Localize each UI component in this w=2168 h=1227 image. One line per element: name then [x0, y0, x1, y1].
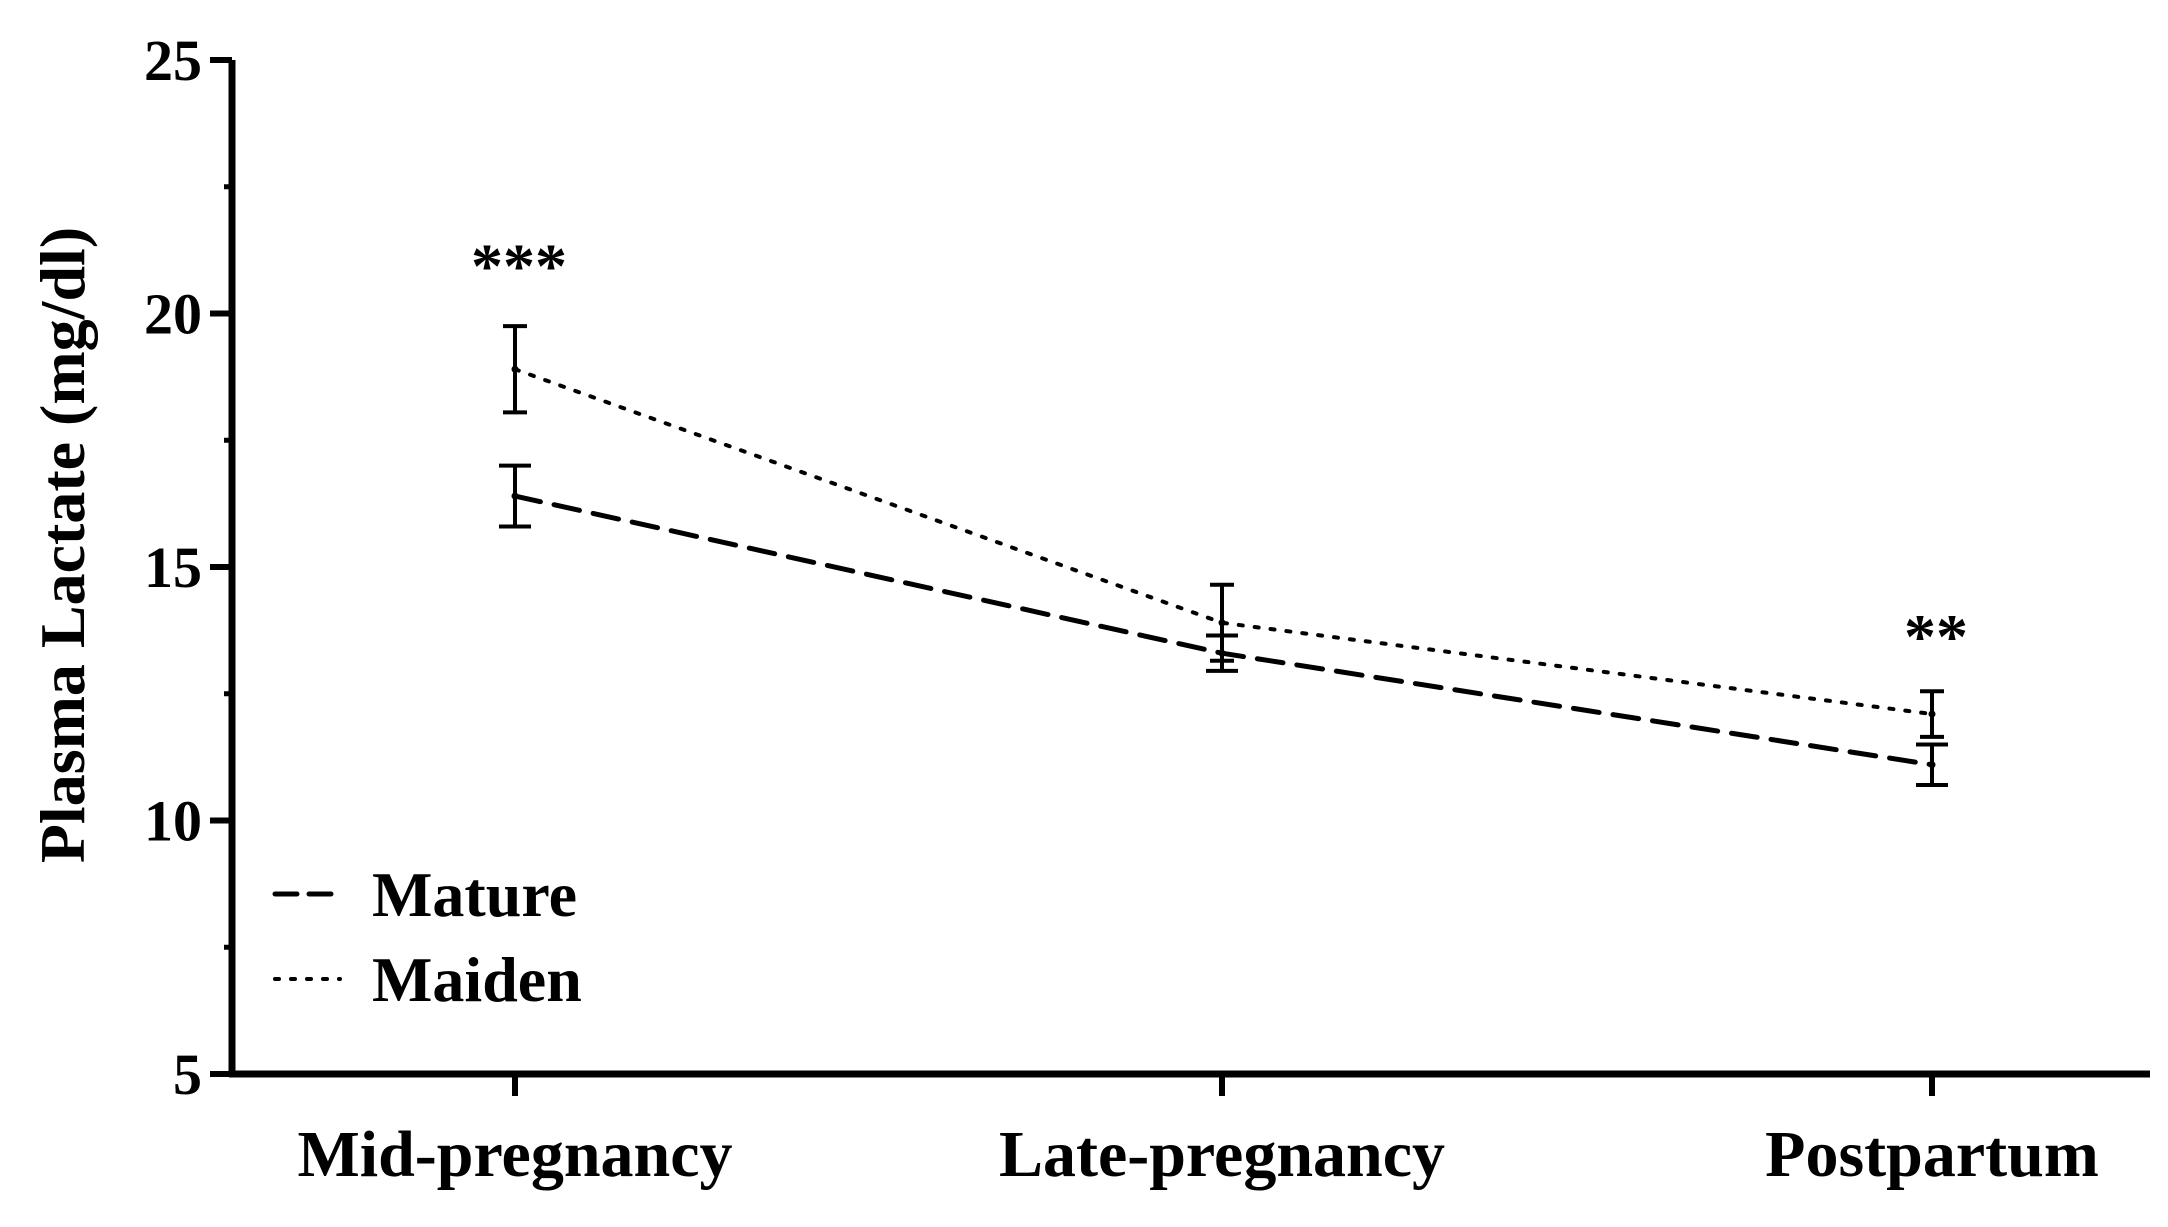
data-point-maiden	[1218, 619, 1226, 627]
axes	[210, 57, 2150, 1096]
data-point-mature	[1928, 761, 1936, 769]
x-tick-label: Late-pregnancy	[999, 1118, 1445, 1191]
significance-marker: ***	[471, 231, 567, 302]
y-tick-label: 15	[144, 535, 202, 600]
series-layer	[499, 324, 1948, 788]
y-tick-label: 25	[144, 28, 202, 93]
legend-label-maiden: Maiden	[372, 944, 582, 1015]
labels-layer: 5 10 15 20 25 Mid-pregnancy Late-pregnancy Post…	[144, 28, 2099, 1191]
data-point-maiden	[1928, 710, 1936, 718]
y-tick-label: 5	[173, 1042, 202, 1107]
y-axis-label: Plasma Lactate (mg/dl)	[27, 227, 98, 863]
data-point-mature	[511, 492, 519, 500]
y-tick-label: 10	[144, 789, 202, 854]
legend-label-mature: Mature	[372, 859, 577, 930]
x-tick-label: Mid-pregnancy	[297, 1118, 732, 1191]
legend: Mature Maiden	[272, 859, 582, 1015]
y-tick-label: 20	[144, 282, 202, 347]
significance-marker: **	[1904, 601, 1968, 672]
data-point-maiden	[511, 365, 519, 373]
x-tick-label: Postpartum	[1765, 1118, 2099, 1191]
